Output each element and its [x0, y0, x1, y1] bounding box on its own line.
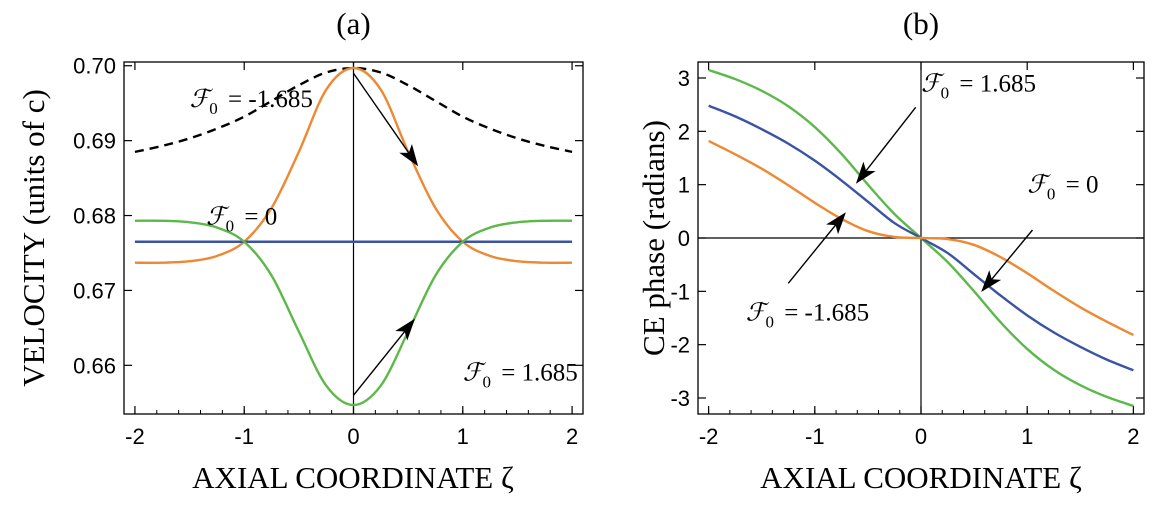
- y-tick-label: 0: [678, 226, 690, 251]
- annotation-value: = 1.685: [953, 70, 1036, 97]
- annotation-arrow: [855, 106, 917, 184]
- annotation-value: = 0: [1059, 172, 1098, 199]
- y-tick-label: 0.68: [73, 204, 116, 229]
- y-tick-label: 3: [678, 66, 690, 91]
- y-tick-label: 0.70: [73, 54, 116, 79]
- annotation-subscript: 0: [482, 372, 491, 391]
- annotation-arrow: [352, 72, 419, 167]
- annotation-label: ℱ0 = -1.685: [190, 86, 313, 118]
- x-tick-label: 1: [1021, 424, 1033, 449]
- annotation-arrow: [352, 318, 415, 396]
- x-tick-label: -1: [805, 424, 825, 449]
- series-line-orange: [708, 139, 1134, 337]
- x-tick-label: -2: [699, 424, 719, 449]
- x-tick-label: 0: [915, 424, 927, 449]
- y-tick-label: -1: [670, 279, 690, 304]
- y-tick-label: 0.67: [73, 278, 116, 303]
- x-axis-title: AXIAL COORDINATE ζ: [760, 460, 1082, 495]
- annotation-subscript: 0: [209, 99, 218, 118]
- annotation-label: ℱ0 = 1.685: [921, 70, 1036, 102]
- series-line-green: [134, 219, 573, 407]
- annotation-label: ℱ0 = 0: [1027, 172, 1098, 204]
- annotation-label: ℱ0 = 0: [206, 204, 277, 236]
- y-tick-label: 0.66: [73, 353, 116, 378]
- annotation-label: ℱ0 = 1.685: [463, 359, 578, 391]
- series-line-dashed: [134, 66, 573, 154]
- y-tick-label: -2: [670, 333, 690, 358]
- annotation-subscript: 0: [1047, 185, 1056, 204]
- x-tick-label: -1: [234, 424, 254, 449]
- x-tick-label: 2: [566, 424, 578, 449]
- x-tick-label: -2: [125, 424, 145, 449]
- annotation-arrow: [787, 212, 846, 284]
- y-tick-label: 2: [678, 119, 690, 144]
- series-line-orange: [134, 66, 573, 265]
- annotation-value: = -1.685: [778, 300, 869, 327]
- y-tick-label: -3: [670, 386, 690, 411]
- annotation-subscript: 0: [226, 217, 235, 236]
- x-tick-label: 0: [347, 424, 359, 449]
- panel-label: (a): [336, 6, 370, 41]
- annotation-label: ℱ0 = -1.685: [746, 300, 869, 332]
- y-tick-label: 1: [678, 173, 690, 198]
- annotation-arrow: [981, 229, 1034, 292]
- annotation-subscript: 0: [765, 313, 774, 332]
- x-axis-title: AXIAL COORDINATE ζ: [192, 460, 514, 495]
- annotation-value: = -1.685: [222, 86, 313, 113]
- annotation-value: = 0: [238, 204, 277, 231]
- y-axis-title: CE phase (radians): [636, 120, 671, 356]
- chart-panel-b: (b) -2 -1 0 1 2 -3 -2 -1 0 1 2 3 AXIAL COORDINATE ζ CE…: [636, 6, 1145, 495]
- x-tick-label: 2: [1127, 424, 1139, 449]
- annotation-value: = 1.685: [495, 359, 578, 386]
- y-tick-label: 0.69: [73, 129, 116, 154]
- annotation-subscript: 0: [941, 83, 950, 102]
- y-axis-title: VELOCITY (units of c): [16, 89, 51, 387]
- panel-label: (b): [903, 6, 939, 41]
- chart-panel-a: (a) -2 -1 0 1 2 0.66 0.67 0.68 0.69 0.70 AXIAL COOR…: [16, 6, 584, 495]
- x-tick-label: 1: [457, 424, 469, 449]
